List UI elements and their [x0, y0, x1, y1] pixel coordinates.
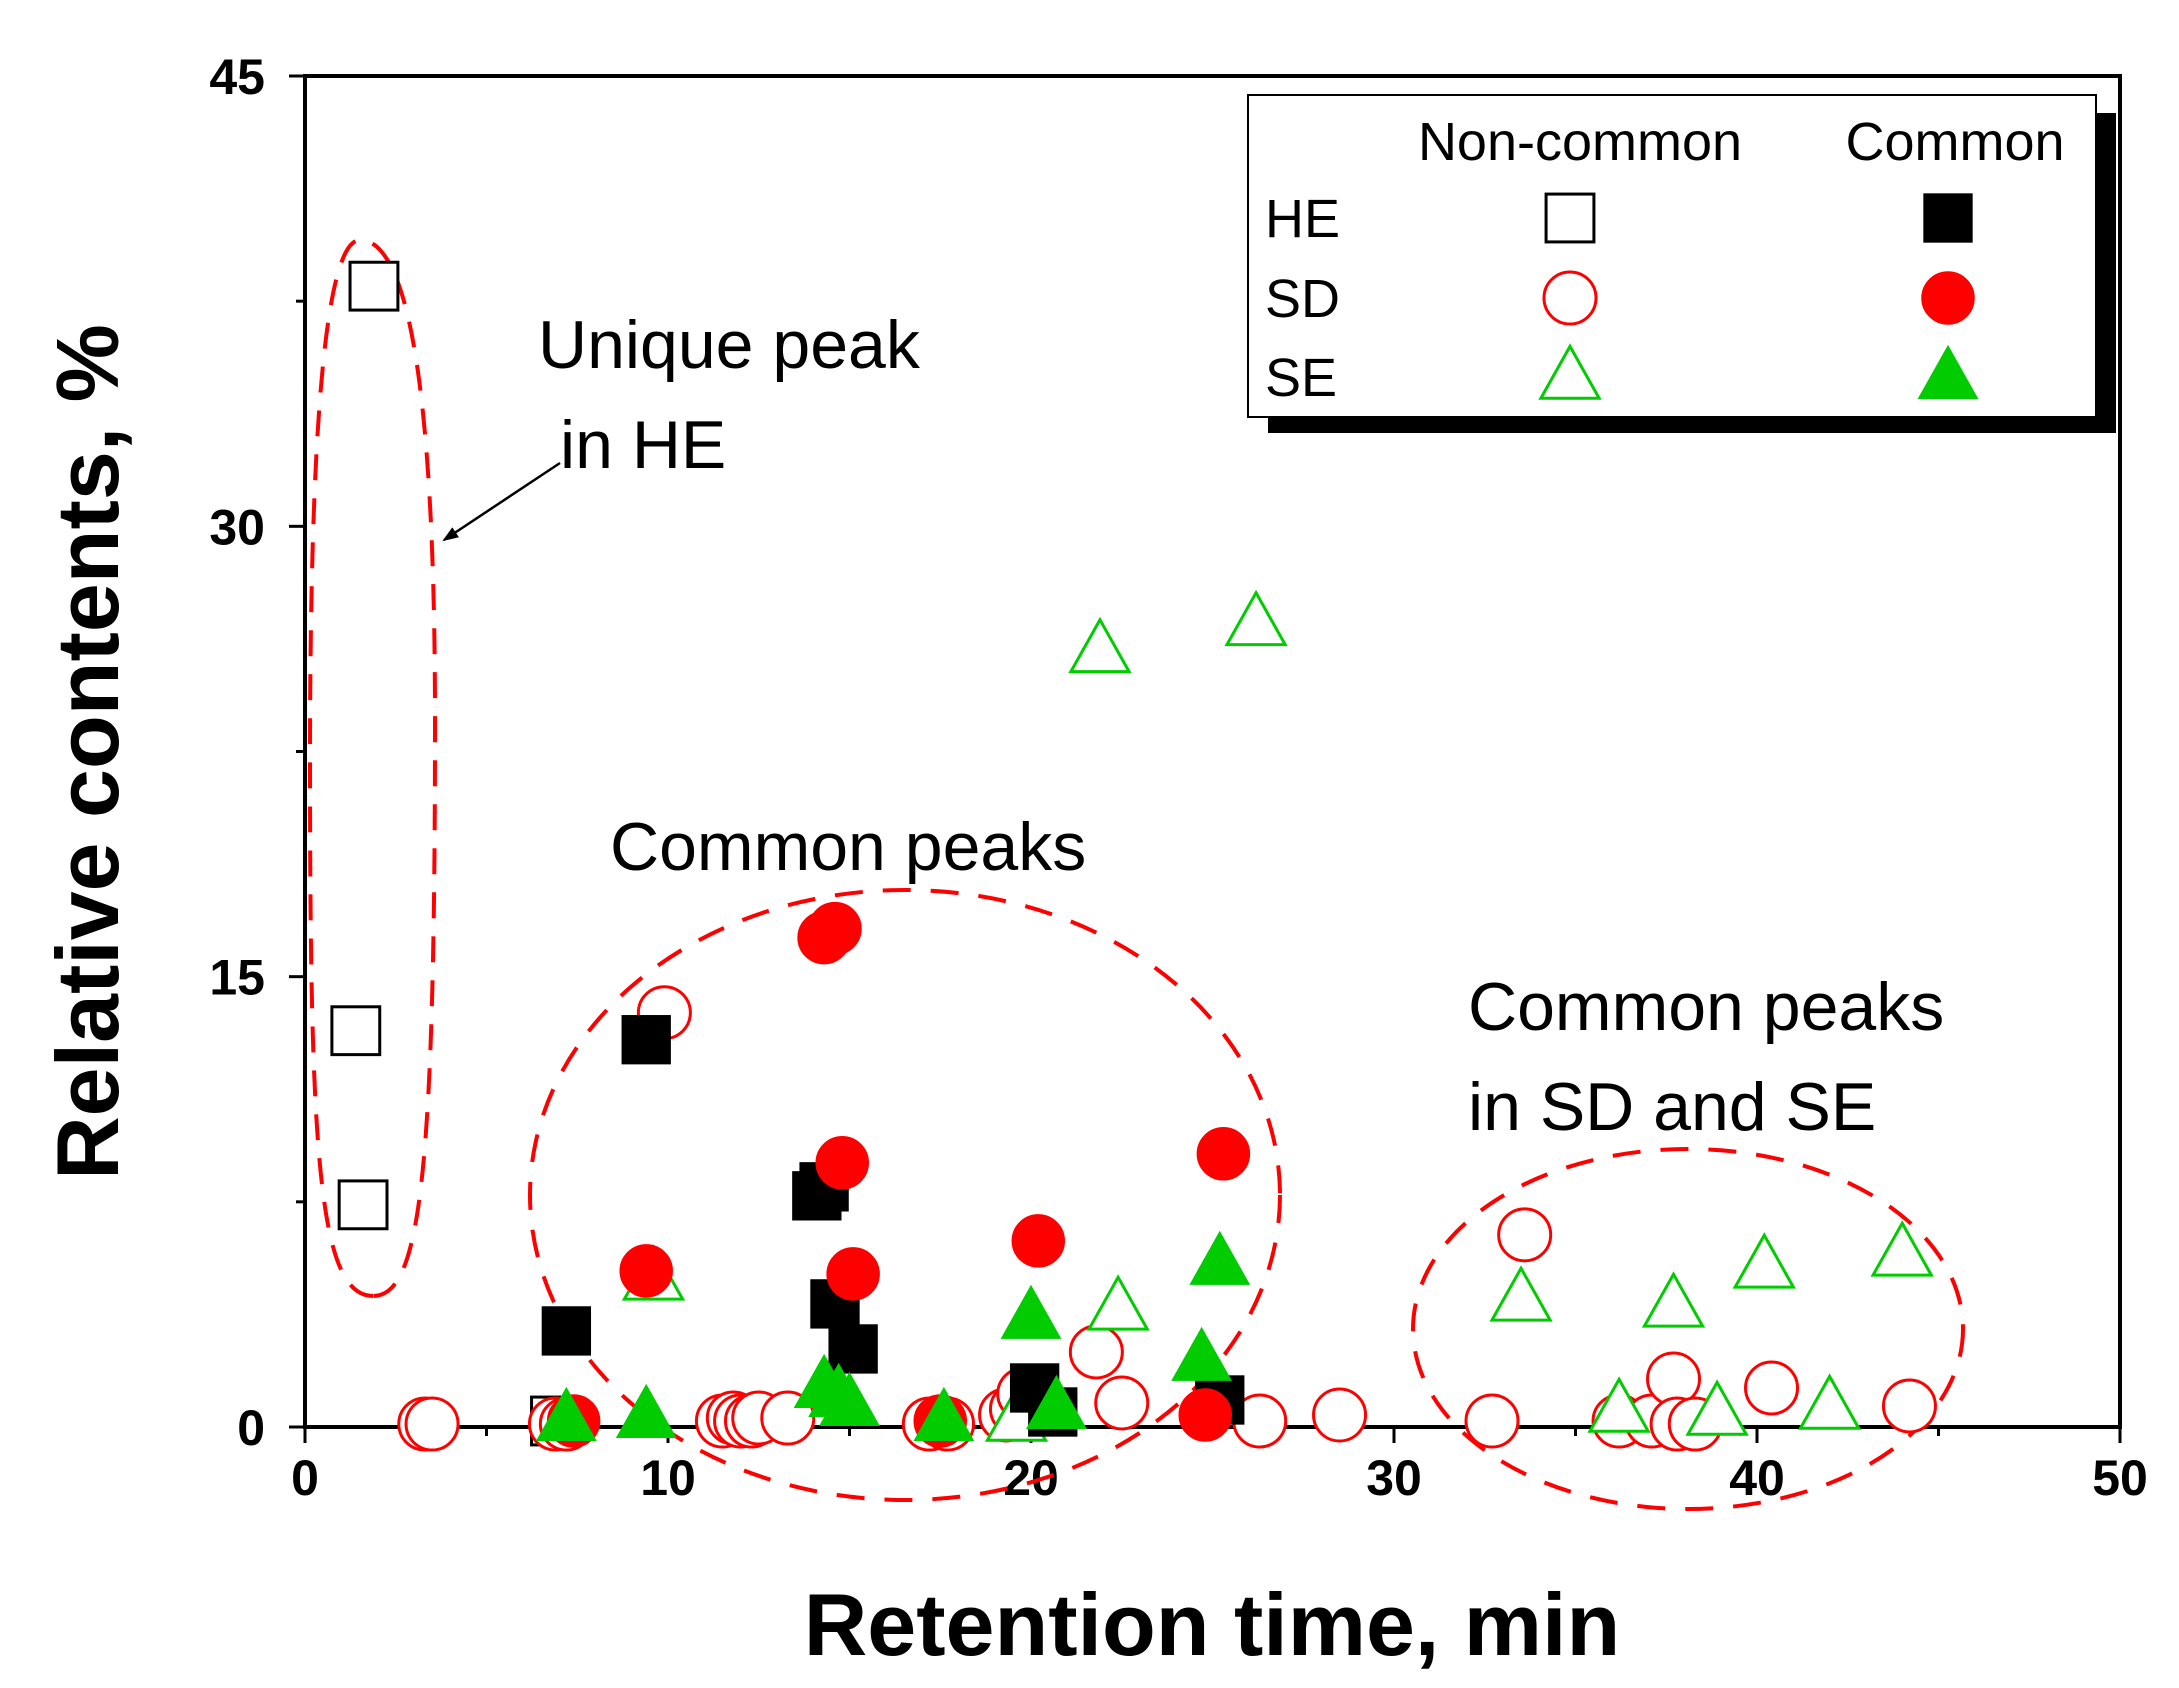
- sd-non-common-point: [1881, 1378, 1937, 1434]
- sd-non-common-point: [1464, 1393, 1520, 1449]
- axis-ticks: [289, 74, 2122, 1443]
- se-non-common-point: [1797, 1373, 1862, 1430]
- sd-non-common-point: [1068, 1324, 1124, 1380]
- legend-row-sd: SD: [1265, 269, 1340, 329]
- sd-non-common-point: [1497, 1207, 1553, 1263]
- annotation-unique-peak-arrow: [442, 461, 561, 542]
- se-common-point: [1026, 1374, 1087, 1429]
- legend-sd-common-marker: [1921, 271, 1975, 325]
- legend-sd-non-common-marker: [1542, 270, 1598, 326]
- he-common-point: [621, 1015, 671, 1065]
- se-common-point: [1000, 1284, 1062, 1339]
- annotation-unique-peak-outline: [307, 237, 438, 1299]
- x-tick-label: 50: [2092, 1450, 2148, 1506]
- se-non-common-point: [1086, 1274, 1150, 1331]
- legend-he-common-marker: [1923, 193, 1973, 243]
- he-common-point: [828, 1324, 878, 1374]
- sd-common-point: [1178, 1388, 1232, 1442]
- sd-common-point: [1196, 1127, 1251, 1181]
- annotation-unique-peak-line2: in HE: [560, 407, 726, 483]
- x-tick-label: 0: [291, 1450, 319, 1506]
- se-non-common-point: [1641, 1271, 1706, 1328]
- annotation-sd-se-line2: in SD and SE: [1468, 1069, 1876, 1145]
- annotation-sd-se-outline: [1411, 1147, 1965, 1511]
- se-common-point: [1171, 1326, 1233, 1381]
- annotation-unique-peak-line1: Unique peak: [538, 307, 921, 383]
- y-tick-label: 15: [209, 950, 265, 1006]
- se-common-point: [1189, 1230, 1251, 1285]
- se-non-common-point: [1732, 1232, 1796, 1289]
- se-non-common-point: [1587, 1376, 1651, 1433]
- legend-header-common: Common: [1845, 112, 2064, 172]
- legend: Non-common Common HE SD SE: [1247, 94, 2116, 433]
- x-axis-title: Retention time, min: [804, 1575, 1621, 1674]
- legend-header-non-common: Non-common: [1418, 112, 1742, 172]
- y-tick-label: 45: [209, 49, 265, 105]
- annotation-common-peaks-label: Common peaks: [610, 809, 1086, 885]
- annotation-sd-se-peaks: Common peaks in SD and SE: [1411, 969, 1965, 1511]
- annotation-common-peaks-outline: [528, 888, 1282, 1502]
- x-tick-label: 30: [1366, 1450, 1422, 1506]
- y-axis-title: Relative contents, %: [38, 324, 137, 1180]
- sd-common-point: [619, 1244, 673, 1298]
- data-markers: [330, 260, 1937, 1452]
- se-non-common-point: [1068, 616, 1132, 674]
- legend-row-he: HE: [1265, 189, 1340, 249]
- sd-non-common-point: [1094, 1375, 1150, 1431]
- sd-non-common-point: [1312, 1387, 1368, 1443]
- legend-he-non-common-marker: [1544, 192, 1596, 244]
- he-non-common-point: [330, 1005, 382, 1057]
- se-non-common-point: [1489, 1265, 1553, 1322]
- se-common-point: [913, 1386, 975, 1441]
- sd-common-point: [826, 1247, 880, 1301]
- se-common-point: [615, 1383, 677, 1438]
- sd-common-point: [815, 1136, 869, 1190]
- legend-se-non-common-marker: [1538, 343, 1602, 400]
- sd-non-common-point: [404, 1396, 460, 1452]
- sd-common-point: [808, 901, 862, 956]
- annotation-common-peaks: Common peaks: [528, 809, 1282, 1502]
- he-non-common-point: [337, 1179, 389, 1231]
- legend-markers: [1538, 192, 1979, 400]
- annotation-sd-se-line1: Common peaks: [1468, 969, 1944, 1045]
- he-common-point: [541, 1306, 592, 1356]
- annotation-unique-peak: Unique peak in HE: [307, 237, 921, 1299]
- se-common-point: [819, 1371, 880, 1426]
- y-tick-label: 0: [237, 1400, 265, 1456]
- x-tick-label: 10: [640, 1450, 696, 1506]
- x-tick-label: 40: [1729, 1450, 1785, 1506]
- y-tick-label: 30: [209, 499, 265, 555]
- se-non-common-point: [1685, 1379, 1749, 1436]
- legend-se-common-marker: [1917, 344, 1979, 399]
- he-non-common-point: [348, 260, 400, 312]
- legend-row-se: SE: [1265, 348, 1337, 408]
- sd-common-point: [1011, 1214, 1066, 1268]
- sd-non-common-point: [1744, 1360, 1800, 1416]
- se-non-common-point: [1224, 589, 1288, 647]
- se-non-common-point: [1870, 1220, 1934, 1277]
- se-common-point: [535, 1386, 597, 1441]
